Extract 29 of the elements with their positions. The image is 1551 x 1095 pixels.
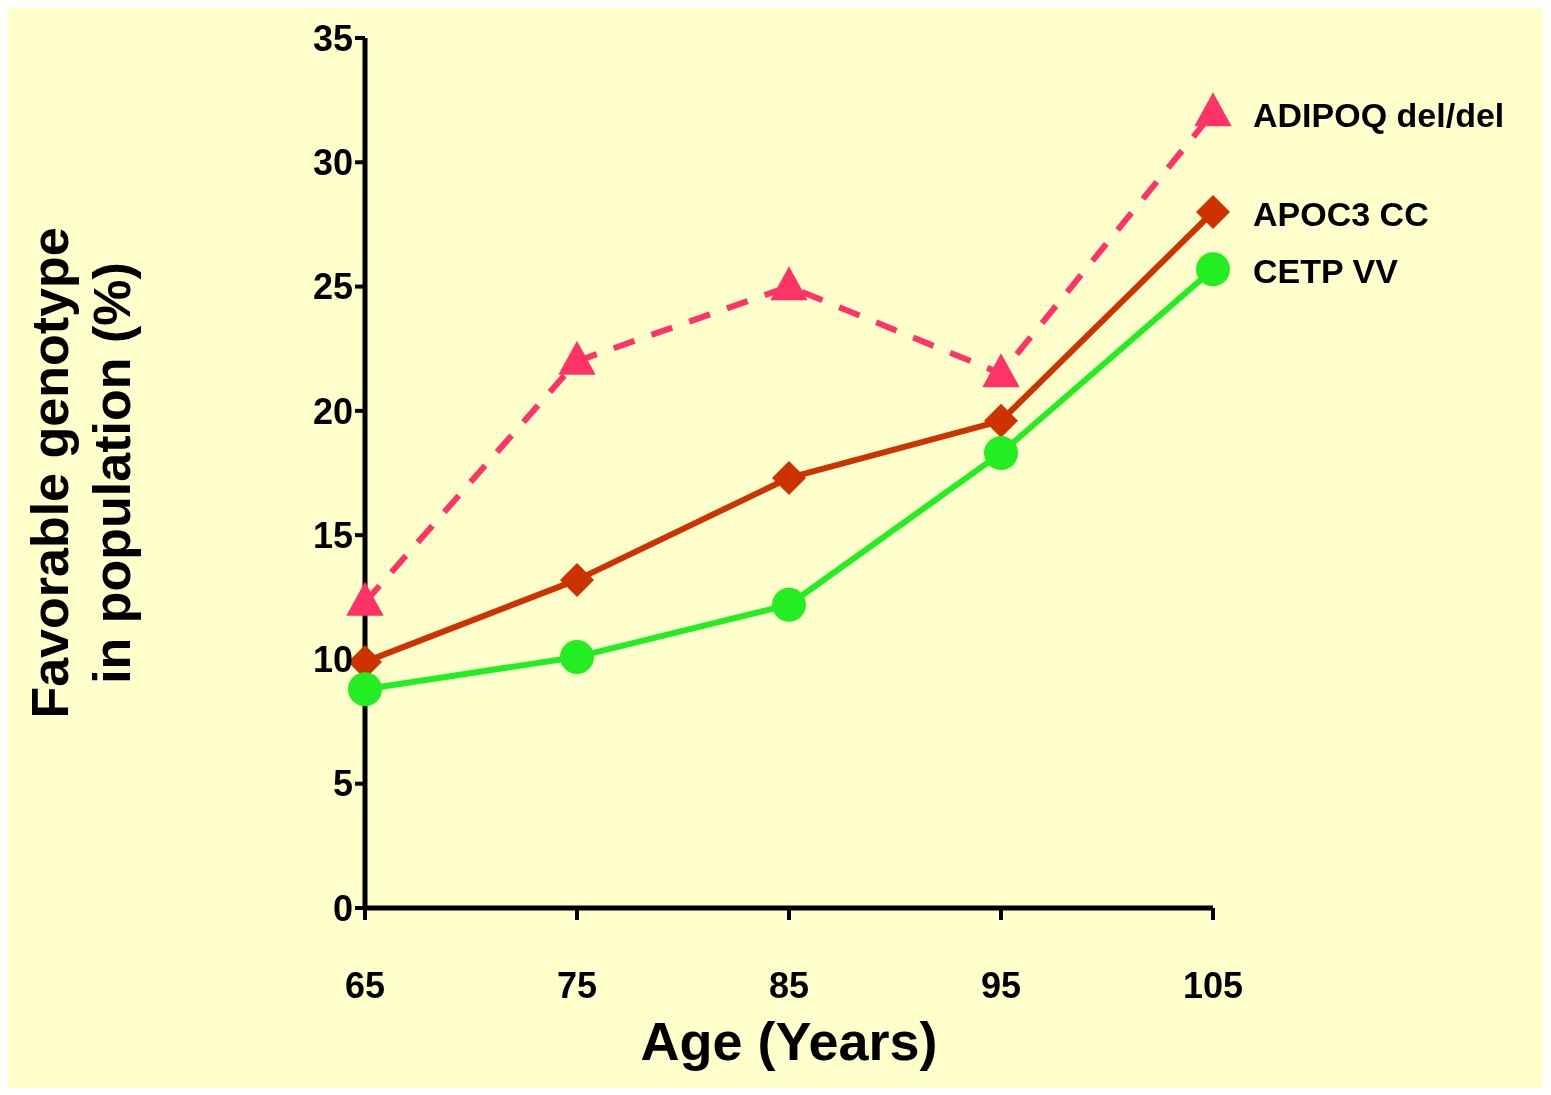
series-label: ADIPOQ del/del (1253, 95, 1505, 134)
x-tick-label: 65 (344, 964, 386, 1006)
y-tick-label: 20 (312, 390, 353, 432)
x-tick-label: 105 (1182, 964, 1244, 1006)
series-label: CETP VV (1253, 252, 1399, 291)
y-tick-label: 5 (332, 763, 353, 805)
point (982, 353, 1020, 388)
point (1194, 92, 1232, 127)
y-tick-label: 0 (332, 887, 353, 929)
x-axis-title: Age (Years) (640, 1011, 938, 1071)
point (560, 639, 594, 674)
y-tick-label: 30 (312, 142, 353, 184)
y-tick-label: 15 (312, 514, 353, 556)
point (772, 587, 806, 622)
x-tick-label: 75 (556, 964, 598, 1006)
x-tick-label: 85 (768, 964, 810, 1006)
y-tick-label: 10 (312, 639, 353, 681)
y-axis-title: Favorable genotype in population (%) (21, 227, 141, 719)
point (984, 436, 1018, 471)
point (558, 340, 596, 375)
point (560, 562, 594, 597)
point (770, 266, 808, 301)
y-tick-label: 25 (312, 266, 353, 308)
x-tick-label: 95 (980, 964, 1022, 1006)
point (772, 460, 806, 495)
series-label: APOC3 CC (1253, 195, 1429, 233)
y-tick-label: 35 (312, 17, 353, 59)
point (348, 672, 382, 707)
point (984, 403, 1018, 438)
